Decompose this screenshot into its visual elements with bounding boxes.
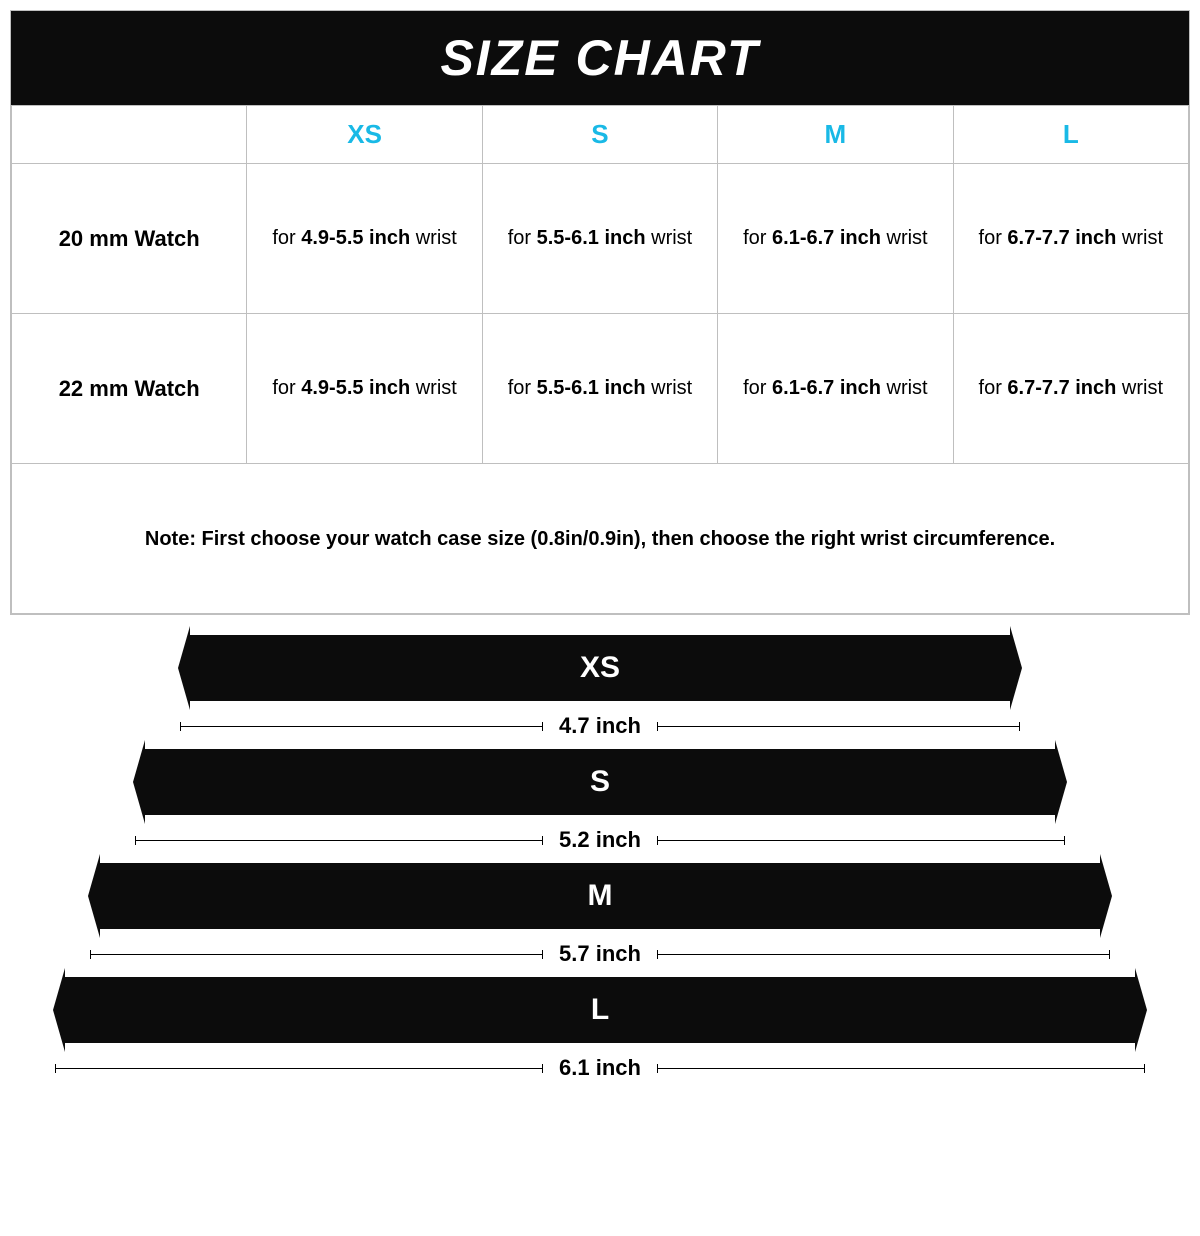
- measure-s: 5.2 inch: [135, 827, 1065, 853]
- header-s: S: [482, 106, 717, 164]
- measure-m: 5.7 inch: [90, 941, 1110, 967]
- row-label-22mm: 22 mm Watch: [12, 314, 247, 464]
- measure-label: 5.2 inch: [559, 827, 641, 853]
- measure-line-left: [90, 954, 543, 955]
- band-s: S: [145, 749, 1055, 815]
- band-label: XS: [580, 651, 620, 685]
- measure-label: 5.7 inch: [559, 941, 641, 967]
- measure-line-right: [657, 726, 1020, 727]
- cell-20mm-l: for 6.7-7.7 inch wrist: [953, 164, 1188, 314]
- cell-22mm-l: for 6.7-7.7 inch wrist: [953, 314, 1188, 464]
- measure-label: 4.7 inch: [559, 713, 641, 739]
- band-block-xs: XS 4.7 inch: [50, 635, 1150, 739]
- header-m: M: [718, 106, 953, 164]
- table-header-row: XS S M L: [12, 106, 1189, 164]
- measure-line-right: [657, 954, 1110, 955]
- cell-20mm-m: for 6.1-6.7 inch wrist: [718, 164, 953, 314]
- header-empty: [12, 106, 247, 164]
- measure-line-left: [135, 840, 543, 841]
- size-chart-container: SIZE CHART XS S M L 20 mm Watch for 4.9-…: [10, 10, 1190, 615]
- table-row: 20 mm Watch for 4.9-5.5 inch wrist for 5…: [12, 164, 1189, 314]
- measure-line-right: [657, 840, 1065, 841]
- band-block-l: L 6.1 inch: [50, 977, 1150, 1081]
- chart-title: SIZE CHART: [11, 11, 1189, 105]
- cell-22mm-m: for 6.1-6.7 inch wrist: [718, 314, 953, 464]
- bands-area: XS 4.7 inch S 5.2 inch M 5.7 inc: [50, 635, 1150, 1081]
- table-row: 22 mm Watch for 4.9-5.5 inch wrist for 5…: [12, 314, 1189, 464]
- note-row: Note: First choose your watch case size …: [12, 464, 1189, 614]
- note-text: Note: First choose your watch case size …: [12, 464, 1189, 614]
- cell-22mm-xs: for 4.9-5.5 inch wrist: [247, 314, 482, 464]
- size-table: XS S M L 20 mm Watch for 4.9-5.5 inch wr…: [11, 105, 1189, 614]
- measure-l: 6.1 inch: [55, 1055, 1145, 1081]
- header-xs: XS: [247, 106, 482, 164]
- band-block-m: M 5.7 inch: [50, 863, 1150, 967]
- band-label: S: [590, 765, 610, 799]
- cell-20mm-xs: for 4.9-5.5 inch wrist: [247, 164, 482, 314]
- band-block-s: S 5.2 inch: [50, 749, 1150, 853]
- measure-line-left: [180, 726, 543, 727]
- measure-line-left: [55, 1068, 543, 1069]
- cell-22mm-s: for 5.5-6.1 inch wrist: [482, 314, 717, 464]
- band-xs: XS: [190, 635, 1010, 701]
- band-l: L: [65, 977, 1135, 1043]
- row-label-20mm: 20 mm Watch: [12, 164, 247, 314]
- measure-line-right: [657, 1068, 1145, 1069]
- band-label: L: [591, 993, 609, 1027]
- band-m: M: [100, 863, 1100, 929]
- chart-title-text: SIZE CHART: [440, 30, 759, 86]
- header-l: L: [953, 106, 1188, 164]
- measure-label: 6.1 inch: [559, 1055, 641, 1081]
- cell-20mm-s: for 5.5-6.1 inch wrist: [482, 164, 717, 314]
- measure-xs: 4.7 inch: [180, 713, 1020, 739]
- band-label: M: [588, 879, 613, 913]
